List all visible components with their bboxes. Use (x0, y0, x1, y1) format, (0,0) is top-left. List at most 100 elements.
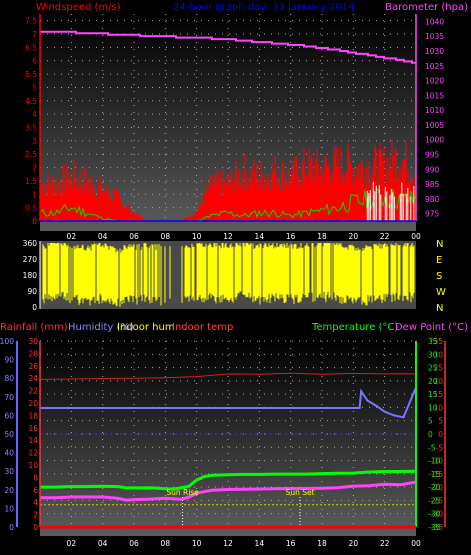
rainfall-axis-title: Rainfall (mm) (0, 322, 68, 333)
dewpoint-tick-label: 15 (428, 390, 438, 399)
x-tick-label: 16 (286, 232, 296, 241)
temperature-tick-label: 10 (433, 403, 443, 412)
humidity-tick-label: 60 (4, 411, 14, 420)
barometer-tick-label: 985 (425, 180, 440, 189)
temperature-tick-label: 25 (433, 364, 443, 373)
temperature-tick-label: -10 (431, 457, 443, 466)
indoor-hum-axis-title: Indoor hum (117, 322, 175, 333)
windspeed-tick-label: 2 (32, 164, 37, 173)
compass-label: N (436, 239, 443, 250)
barometer-line (40, 30, 416, 64)
x-tick-label: 20 (349, 232, 359, 241)
temperature-tick-label: -35 (431, 523, 443, 532)
barometer-tick-label: 980 (425, 195, 440, 204)
rainfall-tick-label: 18 (28, 411, 38, 420)
windspeed-tick-label: 6.5 (25, 43, 37, 52)
windspeed-tick-label: 5 (32, 83, 37, 92)
series-line (40, 480, 417, 502)
barometer-tick-label: 990 (425, 165, 440, 174)
dewpoint-tick-label: 35 (428, 337, 438, 346)
compass-label: S (436, 271, 442, 282)
rainfall-tick-label: 20 (28, 399, 38, 408)
dewpoint-tick-label: -5 (428, 443, 436, 452)
compass-label: E (436, 255, 442, 266)
dewpoint-axis-title: Dew Point (°C) (395, 322, 468, 333)
compass-label: N (436, 303, 443, 314)
barometer-tick-label: 975 (425, 210, 440, 219)
x-tick-label: 16 (286, 539, 296, 548)
indoor-temp-axis-title: Indoor temp (172, 322, 233, 333)
series-line (39, 372, 416, 380)
temperature-tick-label: 5 (438, 417, 443, 426)
x-tick-label: 18 (317, 232, 327, 241)
rainfall-tick-label: 4 (33, 498, 38, 507)
windspeed-tick-label: 1 (32, 190, 37, 199)
rainfall-tick-label: 28 (28, 349, 38, 358)
dewpoint-tick-label: 30 (428, 350, 438, 359)
x-tick-label: 10 (192, 232, 202, 241)
x-tick-label: 18 (317, 539, 327, 548)
x-tick-label: 14 (255, 232, 265, 241)
dewpoint-tick-label: -10 (428, 457, 440, 466)
rainfall-tick-label: 14 (28, 436, 38, 445)
temperature-tick-label: 0 (438, 430, 443, 439)
dewpoint-tick-label: -35 (428, 523, 440, 532)
windspeed-tick-label: 4.5 (25, 97, 37, 106)
windspeed-tick-label: 3.5 (25, 124, 37, 133)
barometer-axis-title: Barometer (hpa) (385, 2, 468, 13)
barometer-tick-label: 1035 (425, 32, 444, 41)
dewpoint-tick-label: -30 (428, 510, 440, 519)
windspeed-tick-label: 7.5 (25, 17, 37, 26)
windspeed-tick-label: 0.5 (25, 204, 37, 213)
temperature-plot-area (40, 339, 416, 536)
chart-title: 24-hour graph day: 31 January 2014 (173, 2, 355, 13)
humidity-tick-label: 10 (4, 504, 14, 513)
humidity-tick-label: 70 (4, 393, 14, 402)
windspeed-tick-label: 4 (32, 110, 37, 119)
dewpoint-tick-label: -15 (428, 470, 440, 479)
dewpoint-tick-label: 10 (428, 403, 438, 412)
temperature-tick-label: -25 (431, 496, 443, 505)
barometer-series (40, 30, 416, 64)
x-tick-label: 06 (129, 539, 139, 548)
x-tick-label: 00 (411, 232, 421, 241)
rainfall-tick-label: 8 (33, 473, 38, 482)
x-tick-label: 22 (380, 232, 390, 241)
temperature-tick-label: -5 (436, 443, 444, 452)
windspeed-tick-label: 1.5 (25, 177, 37, 186)
windspeed-tick-label: 6 (32, 57, 37, 66)
windspeed-tick-label: 3 (32, 137, 37, 146)
dewpoint-tick-label: 25 (428, 364, 438, 373)
x-tick-label: 04 (98, 539, 108, 548)
temperature-tick-label: -15 (431, 470, 443, 479)
humidity-tick-label: 30 (4, 467, 14, 476)
rainfall-tick-label: 2 (33, 511, 38, 520)
temperature-tick-label: -20 (431, 483, 443, 492)
rainfall-tick-label: 22 (28, 387, 38, 396)
rainfall-tick-label: 0 (33, 523, 38, 532)
temperature-tick-label: -30 (431, 510, 443, 519)
x-tick-label: 08 (161, 232, 171, 241)
rainfall-tick-label: 10 (28, 461, 38, 470)
x-tick-label: 14 (255, 539, 265, 548)
humidity-tick-label: 20 (4, 486, 14, 495)
barometer-tick-label: 1015 (425, 91, 444, 100)
humidity-tick-label: 0 (9, 523, 14, 532)
barometer-tick-label: 1000 (425, 136, 444, 145)
barometer-tick-label: 1005 (425, 121, 444, 130)
dewpoint-tick-label: 20 (428, 377, 438, 386)
x-tick-label: 12 (223, 232, 233, 241)
barometer-tick-label: 995 (425, 150, 440, 159)
humidity-tick-label: 80 (4, 374, 14, 383)
temperature-tick-label: 35 (433, 337, 443, 346)
rainfall-tick-label: 26 (28, 362, 38, 371)
humidity-tick-label: 50 (4, 430, 14, 439)
windspeed-axis-title: Windspeed (m/s) (36, 2, 121, 13)
direction-tick-label: 180 (23, 271, 38, 280)
sun-marker-label: Sun Set (286, 488, 315, 497)
windspeed-tick-label: 2.5 (25, 150, 37, 159)
rainfall-tick-label: 12 (28, 449, 38, 458)
humidity-tick-label: 40 (4, 449, 14, 458)
barometer-tick-label: 1030 (425, 47, 444, 56)
